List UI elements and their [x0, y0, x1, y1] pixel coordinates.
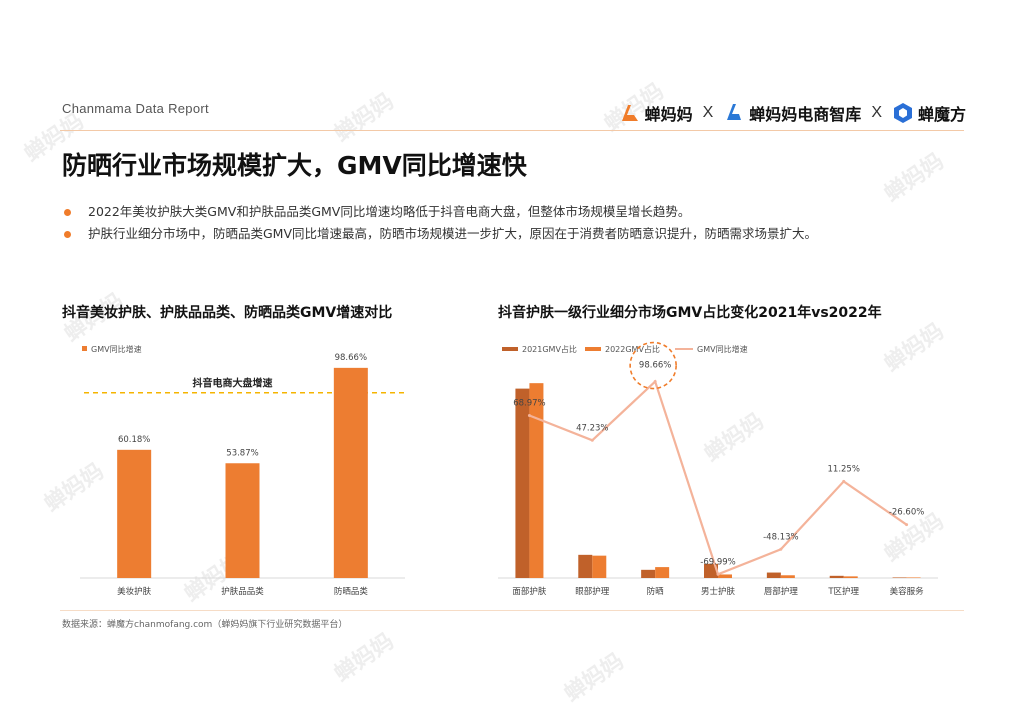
line-data-label: 68.97%	[513, 398, 545, 408]
reference-line-label: 抖音电商大盘增速	[193, 377, 273, 390]
growth-point	[842, 479, 846, 483]
data-source: 数据来源：蝉魔方chanmofang.com（蝉妈妈旗下行业研究数据平台）	[62, 620, 348, 630]
chanmama-logo-text: 蝉妈妈	[644, 105, 693, 124]
bar-2021	[892, 577, 907, 578]
bar-2022	[592, 555, 607, 578]
chanmofang-logo-text: 蝉魔方	[917, 105, 966, 124]
right-chart-title: 抖音护肤一级行业细分市场GMV占比变化2021年vs2022年	[498, 305, 882, 321]
bar-2022	[780, 575, 795, 578]
x-tick-label: 美容服务	[890, 586, 925, 597]
left-chart-title: 抖音美妆护肤、护肤品品类、防晒品类GMV增速对比	[62, 305, 393, 321]
growth-point	[527, 413, 531, 417]
line-data-label: -26.60%	[889, 508, 924, 518]
bullet-item: 护肤行业细分市场中，防晒品类GMV同比增速最高，防晒市场规模进一步扩大，原因在于…	[62, 223, 817, 245]
chanmama-think-tank-logo-text: 蝉妈妈电商智库	[749, 105, 862, 124]
line-data-label: 98.66%	[639, 361, 671, 371]
growth-point	[905, 523, 909, 527]
bar-2022	[655, 567, 670, 578]
x-tick-label: 唇部护理	[764, 586, 799, 597]
chanmofang-logo: 蝉魔方	[892, 101, 966, 125]
header-divider	[60, 130, 964, 131]
bar-2021	[578, 554, 593, 578]
legend-label: GMV同比增速	[91, 344, 142, 354]
legend-swatch	[585, 347, 601, 351]
growth-line	[529, 379, 908, 576]
highlight-circle	[629, 341, 677, 390]
logo-separator: X	[702, 104, 714, 121]
x-tick-label: 美妆护肤	[117, 586, 152, 597]
report-label: Chanmama Data Report	[62, 101, 209, 116]
bar-2022	[906, 577, 921, 578]
watermark-text: 蝉妈妈	[880, 148, 949, 208]
bar-2021	[829, 575, 844, 578]
data-label: 53.87%	[226, 448, 258, 458]
bar-2021	[704, 563, 718, 578]
bar-2022	[843, 576, 858, 578]
data-label: 98.66%	[335, 353, 367, 363]
logo-bar: 蝉妈妈 X 蝉妈妈电商智库 X 蝉魔方	[619, 96, 966, 130]
growth-point	[716, 572, 720, 576]
x-tick-label: 护肤品品类	[221, 586, 264, 597]
bullet-item: 2022年美妆护肤大类GMV和护肤品品类GMV同比增速均略低于抖音电商大盘，但整…	[62, 201, 817, 223]
watermark-text: 蝉妈妈	[560, 648, 629, 708]
x-tick-label: 面部护肤	[512, 586, 547, 597]
growth-point	[779, 547, 783, 551]
watermark-text: 蝉妈妈	[330, 88, 399, 148]
x-tick-label: T区护理	[827, 586, 859, 597]
x-tick-label: 防晒品类	[334, 586, 369, 597]
legend-label: GMV同比增速	[697, 344, 748, 354]
bar-2021	[515, 388, 530, 578]
legend-label: 2022GMV占比	[605, 344, 660, 354]
bar-2022	[718, 574, 732, 578]
line-data-label: 47.23%	[576, 423, 608, 433]
line-data-label: -69.99%	[700, 557, 735, 567]
data-label: 60.18%	[118, 435, 150, 445]
summary-bullets: 2022年美妆护肤大类GMV和护肤品品类GMV同比增速均略低于抖音电商大盘，但整…	[62, 201, 817, 245]
x-tick-label: 男士护肤	[701, 586, 736, 597]
page-title: 防晒行业市场规模扩大，GMV同比增速快	[62, 151, 527, 180]
x-tick-label: 防晒	[647, 586, 665, 597]
chanmama-think-tank-logo: 蝉妈妈电商智库	[723, 101, 861, 125]
bar-2021	[766, 572, 781, 578]
bar-2022	[529, 383, 544, 578]
watermark-text: 蝉妈妈	[330, 628, 399, 688]
line-data-label: 11.25%	[828, 464, 860, 474]
bar	[225, 463, 260, 578]
x-tick-label: 眼部护理	[575, 586, 610, 597]
line-data-label: -48.13%	[763, 532, 798, 542]
legend-label: 2021GMV占比	[522, 344, 577, 354]
logo-separator-2: X	[871, 104, 882, 121]
growth-point	[653, 380, 657, 384]
bar	[117, 449, 152, 578]
bar	[333, 367, 368, 578]
legend-swatch	[502, 347, 518, 351]
chanmama-think-tank-logo-icon	[727, 104, 742, 120]
growth-point	[590, 438, 594, 442]
footer-divider	[60, 610, 964, 611]
legend-swatch	[82, 346, 87, 351]
bar-2021	[641, 569, 656, 578]
chanmama-logo: 蝉妈妈	[619, 101, 693, 125]
chanmofang-logo-icon	[893, 103, 912, 123]
chanmama-logo-icon	[621, 105, 638, 121]
